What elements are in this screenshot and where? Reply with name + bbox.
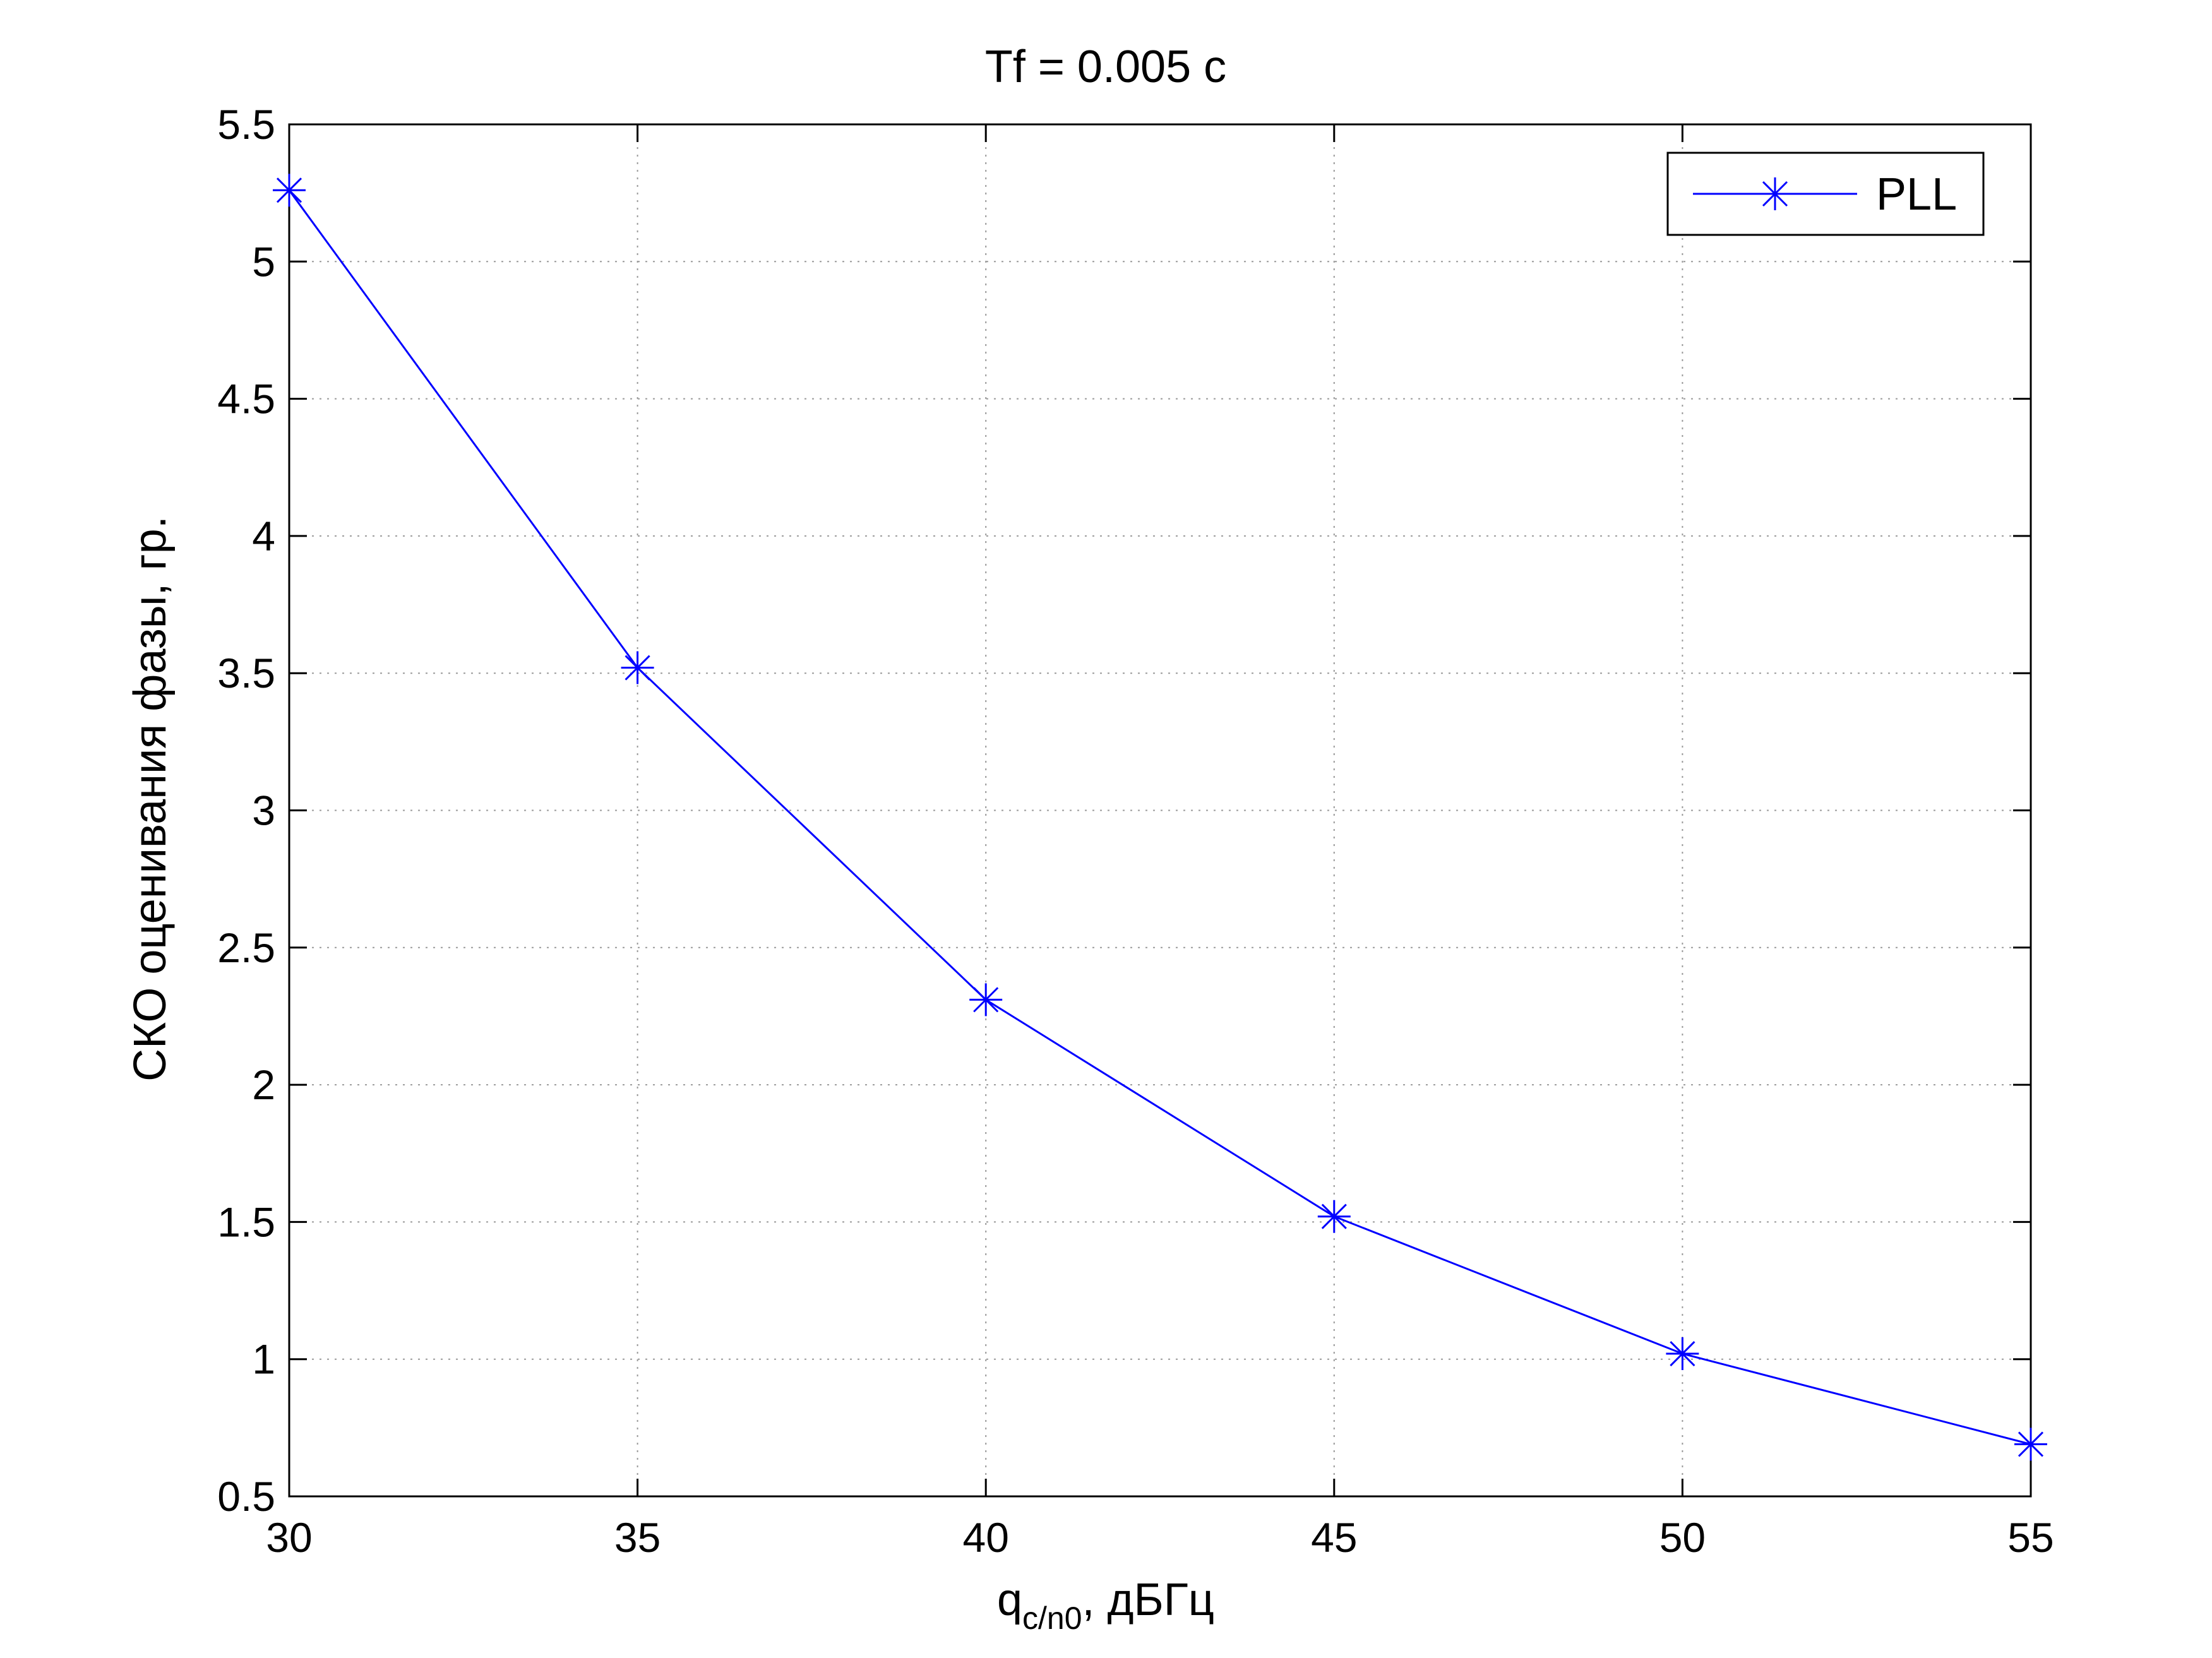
y-tick-label: 1.5 [217,1198,275,1245]
axis-ticks [288,123,2032,1498]
y-tick-label: 5.5 [217,101,275,148]
x-axis-label-subscript: c/n0 [1022,1601,1082,1636]
legend-asterisk [1759,177,1791,210]
data-point-marker [1317,1200,1351,1233]
y-tick-label: 4 [252,513,275,559]
y-tick-label: 2 [252,1061,275,1108]
series-line-pll [288,189,2031,1445]
y-tick-label: 3.5 [217,650,275,696]
x-axis-label-base: q [997,1575,1022,1625]
data-point-marker [969,983,1003,1017]
y-axis-label: СКО оценивания фазы, гр. [125,516,176,1082]
data-point-marker [621,651,654,684]
x-tick-labels: 30 35 40 45 50 55 [266,1514,2054,1561]
x-tick-label: 50 [1659,1514,1706,1561]
legend: PLL [1666,152,1985,236]
x-tick-label: 35 [614,1514,661,1561]
legend-marker-icon [1759,177,1791,210]
data-point-marker [1666,1337,1699,1371]
series-layer [273,174,2047,1461]
x-axis-label-suffix: , дБГц [1082,1575,1215,1625]
y-tick-labels: 0.5 1 1.5 2 2.5 3 3.5 4 4.5 5 5.5 [217,101,275,1520]
data-point-marker [273,174,306,207]
data-point-marker [2014,1428,2047,1461]
y-tick-label: 0.5 [217,1473,275,1520]
x-tick-label: 30 [266,1514,312,1561]
y-tick-label: 2.5 [217,924,275,971]
y-tick-label: 5 [252,238,275,285]
x-tick-label: 40 [962,1514,1008,1561]
y-tick-label: 4.5 [217,376,275,422]
x-tick-label: 45 [1311,1514,1357,1561]
x-axis-label: qc/n0, дБГц [997,1575,1214,1636]
x-tick-label: 55 [2007,1514,2054,1561]
chart-title: Tf = 0.005 с [985,42,1226,92]
y-tick-label: 3 [252,787,275,834]
y-tick-label: 1 [252,1336,275,1383]
legend-label: PLL [1876,169,1957,220]
